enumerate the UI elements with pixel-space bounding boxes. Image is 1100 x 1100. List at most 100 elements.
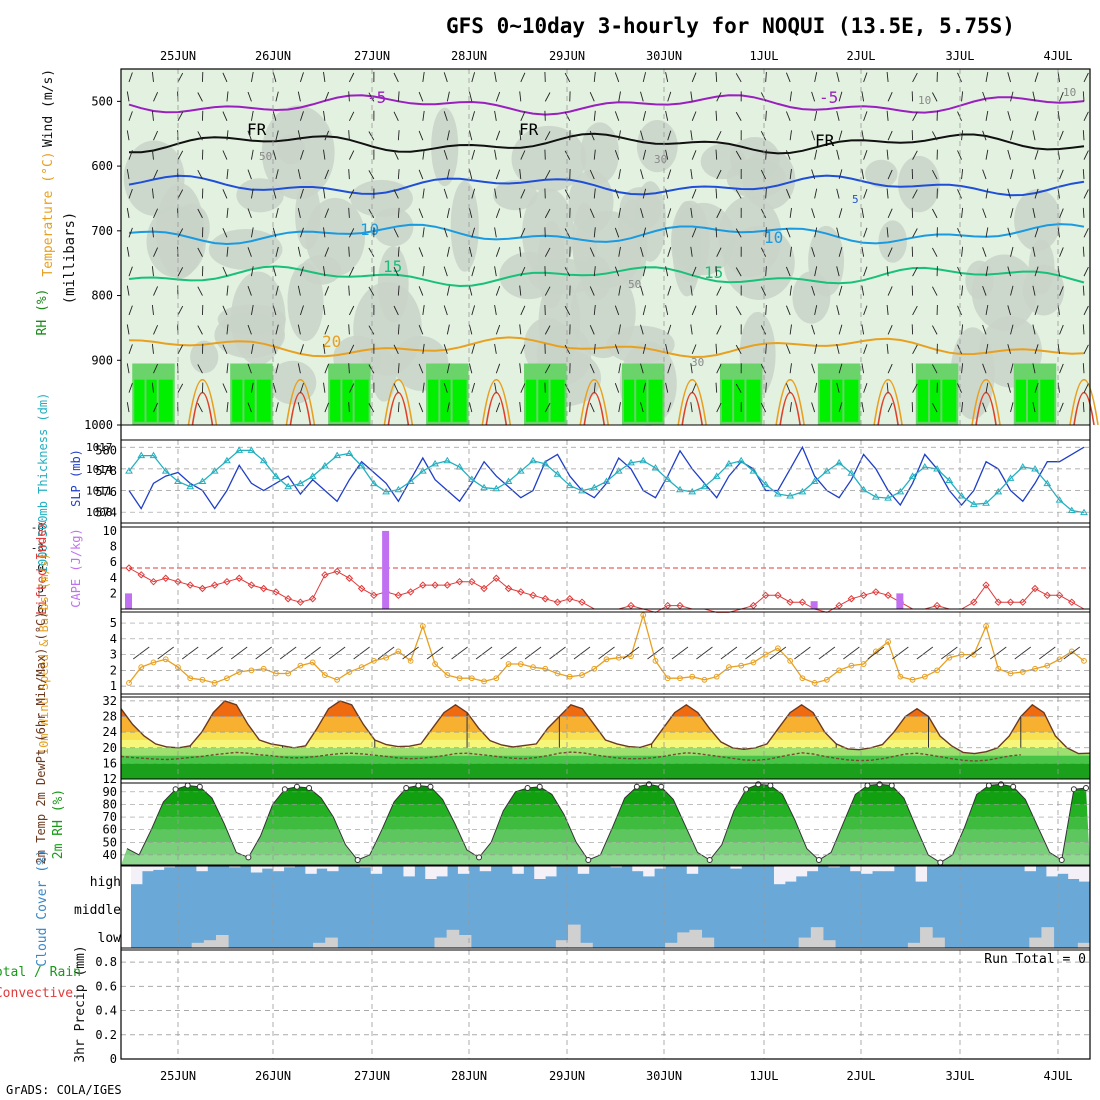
- wind-barb: [760, 131, 767, 141]
- wind-barb: [519, 130, 522, 141]
- wind-barb: [982, 208, 987, 219]
- surface-isotherm: [971, 378, 1001, 426]
- wind-barb: [348, 402, 350, 413]
- wind-barb: [760, 208, 767, 219]
- rh-shade: [236, 178, 284, 213]
- wind-barb: [716, 208, 722, 219]
- wind-barb: [589, 402, 595, 413]
- rh-shade: [287, 262, 324, 342]
- bottom-date-label: 25JUN: [160, 1069, 196, 1083]
- thickness-line-point: [516, 467, 525, 474]
- wind-speed-line-point: [444, 672, 451, 678]
- wind-barb: [397, 285, 400, 296]
- wind-barb: [593, 304, 596, 316]
- pressure-axis-label: (millibars): [62, 212, 78, 305]
- wind-barb: [564, 150, 571, 160]
- surface-wind-barb: [524, 646, 542, 660]
- wind-barb: [665, 382, 669, 393]
- isotherm-line: [128, 132, 1085, 155]
- high-cloud-bar: [577, 866, 590, 874]
- contour-label: 15: [383, 257, 402, 276]
- wind-barb: [153, 325, 159, 335]
- thickness-tick: 580: [95, 443, 117, 457]
- wind-barb: [126, 402, 130, 413]
- wind-barb: [297, 91, 301, 102]
- thickness-line-point: [321, 461, 329, 469]
- thickness-line-point: [406, 477, 415, 484]
- wind-barb: [348, 169, 350, 180]
- wind-barb: [640, 363, 644, 374]
- wind-barb: [446, 130, 450, 141]
- wind-barb: [667, 208, 672, 219]
- wind-barb: [1059, 130, 1064, 141]
- surface-wind-barb: [230, 646, 248, 660]
- wind-barb: [1059, 247, 1064, 257]
- slp-tick: 1017: [86, 441, 113, 454]
- contour-label: FR: [519, 120, 539, 139]
- wind-barb: [128, 266, 133, 277]
- wind-barb: [446, 324, 450, 335]
- wind-barb: [785, 189, 791, 199]
- wind-barb: [760, 247, 767, 257]
- thickness-line-point: [284, 482, 293, 490]
- lifted-index-point: [578, 598, 586, 606]
- high-cloud-bar: [370, 866, 383, 874]
- wind-speed-line-point: [652, 657, 659, 664]
- surface-isotherm: [485, 391, 508, 426]
- thickness-line-point: [541, 459, 550, 467]
- wind-barb: [716, 131, 722, 141]
- wind-barb: [614, 72, 620, 83]
- wind-barb: [1032, 246, 1036, 257]
- lifted-index-point: [847, 595, 856, 603]
- wind-barb: [690, 207, 693, 218]
- wind-barb: [348, 91, 350, 102]
- wind-barb: [760, 402, 767, 413]
- rh-saturated-cell: [550, 379, 565, 422]
- wind-barb: [861, 169, 865, 180]
- thickness-tick: 574: [95, 506, 117, 520]
- wind-barb: [785, 266, 791, 277]
- wind-barb: [593, 149, 596, 160]
- wind-barb: [226, 130, 229, 141]
- low-cloud-bar: [434, 937, 448, 948]
- wind-barb: [368, 403, 375, 413]
- wind-barb: [422, 227, 425, 238]
- cape-bar: [382, 530, 390, 609]
- wind-barb: [348, 383, 355, 393]
- lifted-index-point: [982, 581, 990, 589]
- wind-speed-line-point: [505, 661, 512, 667]
- wind-barb: [715, 266, 718, 277]
- wind-speed-line-point: [456, 675, 463, 682]
- wind-barb: [323, 227, 326, 238]
- wind-barb: [789, 91, 792, 102]
- wind-barb: [226, 402, 229, 413]
- wind-speed-line-point: [260, 665, 267, 672]
- wind-barb: [691, 189, 697, 199]
- wind-barb: [299, 305, 304, 316]
- wind-barb: [642, 188, 647, 199]
- wind-barb: [324, 363, 330, 374]
- wind-barb: [982, 363, 987, 374]
- lifted-index-point: [272, 588, 280, 596]
- wind-barb: [446, 208, 450, 218]
- wind-tick: 4: [110, 632, 117, 646]
- wind-barb: [422, 266, 425, 277]
- wind-barb: [932, 131, 938, 141]
- high-cloud-bar: [545, 866, 557, 877]
- wind-barb: [520, 344, 526, 354]
- surface-isotherm: [383, 378, 414, 426]
- wind-barb: [520, 111, 526, 121]
- wind-barb: [422, 343, 425, 354]
- wind-barb: [932, 247, 938, 257]
- surface-isotherm: [877, 391, 899, 426]
- top-date-label: 30JUN: [646, 49, 682, 63]
- rh-band: [121, 791, 1090, 805]
- wind-barb: [393, 228, 399, 238]
- bottom-date-label: 1JUL: [750, 1069, 779, 1083]
- rh-2m-axis-label: 2m RH (%): [51, 789, 66, 859]
- thickness-line-point: [431, 459, 439, 467]
- wind-barb: [397, 169, 400, 180]
- high-cloud-bar: [861, 866, 873, 874]
- wind-barb: [272, 344, 277, 354]
- wind-barb: [735, 228, 742, 238]
